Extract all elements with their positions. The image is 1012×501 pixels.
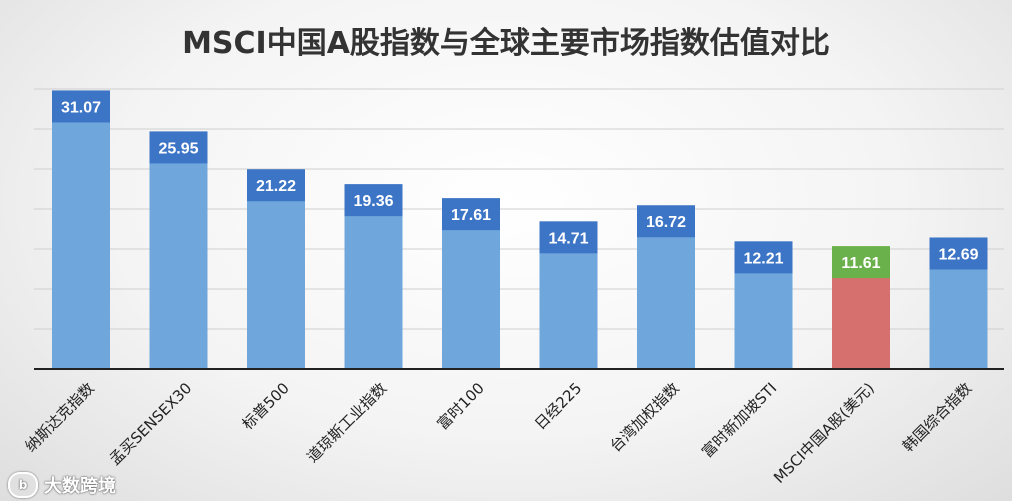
- bar: [637, 235, 695, 369]
- data-label: 31.07: [61, 99, 101, 116]
- category-tick-label: 孟买SENSEX30: [106, 379, 196, 469]
- bar: [344, 214, 403, 369]
- data-label-box: [149, 131, 208, 164]
- bar: [539, 251, 598, 369]
- category-tick-label: 日经225: [531, 379, 585, 433]
- bar: [929, 267, 988, 369]
- watermark-logo-icon: b: [8, 472, 38, 498]
- data-label-box: [734, 241, 793, 274]
- data-label: 21.22: [256, 178, 296, 195]
- data-label-box: [637, 205, 695, 238]
- data-label: 16.72: [646, 214, 686, 231]
- bar: [247, 199, 305, 369]
- category-tick-label: 标普500: [239, 379, 293, 433]
- data-label: 14.71: [548, 230, 588, 247]
- data-label: 19.36: [353, 193, 393, 210]
- bar: [52, 120, 110, 369]
- value-labels: 31.07 25.95 21.22 19.36 17.61 14.71 16.72 12.21…: [52, 90, 988, 279]
- bar: [734, 271, 793, 369]
- data-label: 12.69: [938, 246, 978, 263]
- data-label-box: [832, 246, 890, 279]
- category-tick-label: MSCI中国A股(美元): [770, 379, 878, 487]
- bar: [832, 276, 890, 369]
- data-label-box: [929, 237, 988, 270]
- category-tick-labels: 纳斯达克指数 孟买SENSEX30 标普500 道琼斯工业指数 富时100 日经225 台湾…: [21, 379, 975, 487]
- data-label: 25.95: [158, 140, 198, 157]
- category-tick-label: 富时100: [434, 379, 488, 433]
- category-tick-label: 台湾加权指数: [606, 379, 682, 455]
- category-tick-label: 纳斯达克指数: [21, 379, 97, 455]
- data-label-box: [539, 221, 598, 254]
- data-label: 17.61: [451, 207, 491, 224]
- category-tick-label: 富时新加坡STI: [698, 379, 780, 461]
- data-label: 12.21: [743, 250, 783, 267]
- bar: [442, 228, 500, 369]
- data-label-box: [247, 169, 305, 202]
- data-label: 11.61: [841, 255, 880, 272]
- category-tick-label: 韩国综合指数: [899, 379, 975, 455]
- bars: [52, 120, 988, 369]
- chart-title: MSCI中国A股指数与全球主要市场指数估值对比: [182, 26, 830, 61]
- watermark: b 大数跨境: [8, 472, 116, 498]
- category-tick-label: 道琼斯工业指数: [303, 379, 390, 466]
- data-label-box: [344, 184, 403, 217]
- bar: [149, 161, 208, 369]
- watermark-text: 大数跨境: [44, 476, 116, 497]
- data-label-box: [442, 198, 500, 231]
- data-label-box: [52, 90, 110, 123]
